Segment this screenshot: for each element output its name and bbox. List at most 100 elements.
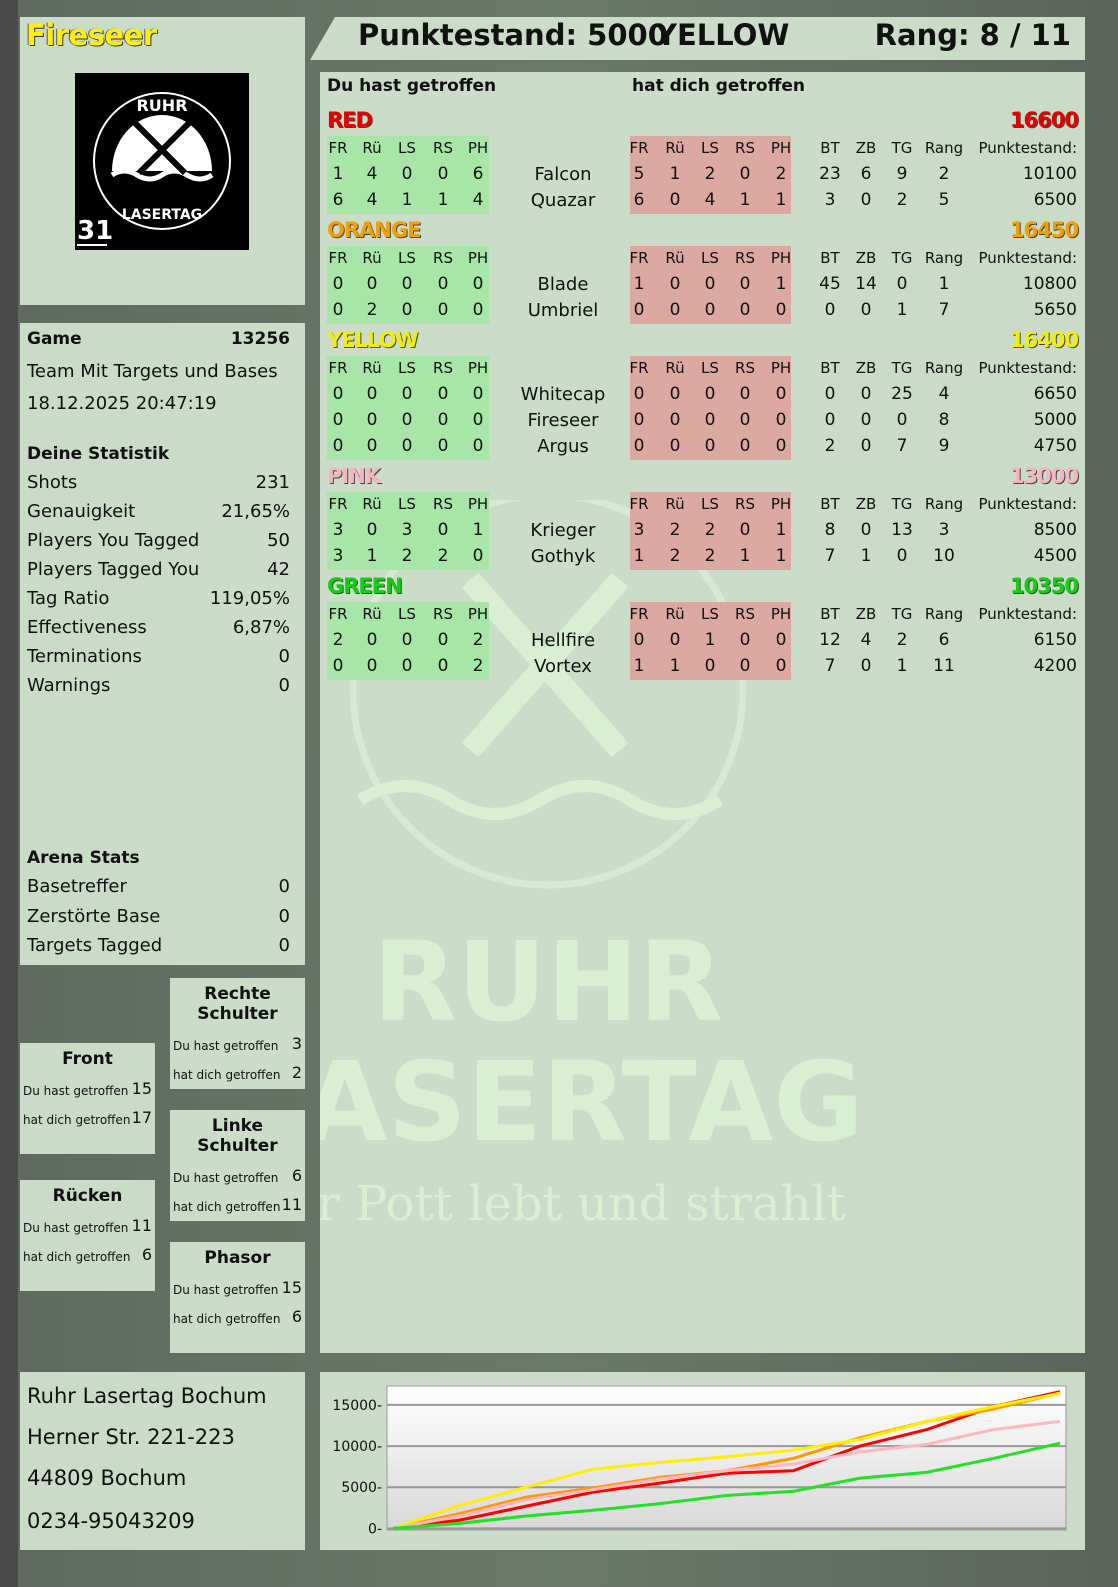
hit-by-you-box xyxy=(327,602,489,680)
got-cell: 1 xyxy=(633,656,645,676)
col-header: Rang xyxy=(924,139,964,157)
got-cell: 0 xyxy=(775,436,787,456)
stat-cell: 23 xyxy=(819,164,841,184)
zone-hit-value: 3 xyxy=(291,1034,302,1053)
got-cell: 4 xyxy=(704,190,716,210)
got-cell: 0 xyxy=(704,410,716,430)
hit-cell: 3 xyxy=(332,520,344,540)
col-header: Rang xyxy=(924,605,964,623)
got-cell: 0 xyxy=(704,656,716,676)
col-header-score: Punktestand: xyxy=(978,249,1077,267)
hit-cell: 0 xyxy=(401,274,413,294)
col-header: FR xyxy=(328,359,348,377)
col-header: PH xyxy=(770,139,792,157)
zone-got-value: 17 xyxy=(131,1108,152,1127)
got-cell: 0 xyxy=(739,300,751,320)
got-cell: 0 xyxy=(739,384,751,404)
col-header: LS xyxy=(398,249,416,267)
stat-cell: 1 xyxy=(896,656,908,676)
hit-cell: 0 xyxy=(401,410,413,430)
col-header: RS xyxy=(433,359,453,377)
zone-got-label: hat dich getroffen xyxy=(23,1250,131,1264)
stat-cell: 6 xyxy=(860,164,872,184)
hit-cell: 1 xyxy=(472,520,484,540)
arena-value: 0 xyxy=(278,935,290,956)
col-header: LS xyxy=(398,359,416,377)
col-header: PH xyxy=(770,495,792,513)
col-header: TG xyxy=(891,359,913,377)
stat-label: Warnings xyxy=(27,675,111,696)
got-cell: 1 xyxy=(704,630,716,650)
col-header: Rang xyxy=(924,495,964,513)
col-header: PH xyxy=(467,495,489,513)
zone-title: Front xyxy=(62,1049,113,1069)
game-label: Game xyxy=(27,329,82,349)
player-score: 10100 xyxy=(1022,164,1077,184)
address-phone: 0234-95043209 xyxy=(27,1509,195,1533)
stat-cell: 0 xyxy=(860,656,872,676)
hit-cell: 1 xyxy=(332,164,344,184)
vest-logo: RUHR LASERTAG 31 xyxy=(75,73,249,250)
hit-cell: 0 xyxy=(472,436,484,456)
svg-text:RUHR: RUHR xyxy=(136,96,187,115)
hit-cell: 0 xyxy=(366,384,378,404)
hit-you-box xyxy=(630,602,791,680)
col-header: ZB xyxy=(855,605,877,623)
series-line xyxy=(392,1441,1061,1530)
col-header: ZB xyxy=(855,139,877,157)
stat-cell: 1 xyxy=(938,274,950,294)
score-progress-chart: 0- 5000- 10000- 15000- xyxy=(332,1385,1067,1537)
col-header: PH xyxy=(467,249,489,267)
arena-value: 0 xyxy=(278,905,290,927)
stat-row: Players You Tagged 50 xyxy=(27,530,290,551)
stat-cell: 9 xyxy=(896,164,908,184)
col-header: RS xyxy=(433,605,453,623)
team-score: 10350 xyxy=(1009,574,1079,598)
col-header: FR xyxy=(328,605,348,623)
stats-title: Deine Statistik xyxy=(27,444,170,464)
col-header-score: Punktestand: xyxy=(978,605,1077,623)
zone-hit-row: Du hast getroffen 15 xyxy=(170,1278,305,1297)
stat-label: Shots xyxy=(27,472,78,493)
col-header: LS xyxy=(398,495,416,513)
score-label: Punktestand: 5000 xyxy=(358,18,668,52)
got-cell: 0 xyxy=(775,656,787,676)
col-header: LS xyxy=(701,359,719,377)
stat-cell: 0 xyxy=(896,410,908,430)
game-mode: Team Mit Targets und Bases xyxy=(27,361,278,382)
ruhr-lasertag-logo-icon: RUHR LASERTAG 31 xyxy=(77,92,231,246)
stat-row: Effectiveness 6,87% xyxy=(27,617,290,638)
stat-label: Terminations xyxy=(27,646,142,667)
player-score: 6650 xyxy=(1033,384,1077,404)
col-header: RS xyxy=(433,495,453,513)
y-tick-label: 0- xyxy=(368,1521,382,1537)
got-cell: 0 xyxy=(739,436,751,456)
hit-cell: 0 xyxy=(472,300,484,320)
got-cell: 0 xyxy=(669,300,681,320)
zone-hit-label: Du hast getroffen xyxy=(173,1171,279,1185)
col-header-score: Punktestand: xyxy=(978,495,1077,513)
stat-cell: 0 xyxy=(896,274,908,294)
player-name: Fireseer xyxy=(26,18,157,52)
hit-cell: 6 xyxy=(472,164,484,184)
game-id: 13256 xyxy=(230,329,290,349)
hit-by-you-box xyxy=(327,492,489,570)
col-header: PH xyxy=(770,249,792,267)
hit-cell: 2 xyxy=(332,630,344,650)
game-datetime: 18.12.2025 20:47:19 xyxy=(27,393,217,414)
svg-text:LASERTAG: LASERTAG xyxy=(122,207,202,223)
hit-cell: 0 xyxy=(366,410,378,430)
got-cell: 2 xyxy=(704,164,716,184)
stat-cell: 3 xyxy=(938,520,950,540)
zone-hit-value: 15 xyxy=(281,1278,302,1297)
hit-you-box xyxy=(630,246,791,324)
stat-cell: 6 xyxy=(938,630,950,650)
stat-cell: 7 xyxy=(824,546,836,566)
hit-cell: 0 xyxy=(366,630,378,650)
hit-cell: 2 xyxy=(472,630,484,650)
col-header: BT xyxy=(820,605,840,623)
team-name: RED xyxy=(327,108,373,132)
col-header: BT xyxy=(820,139,840,157)
stat-cell: 2 xyxy=(824,436,836,456)
col-header: TG xyxy=(891,495,913,513)
